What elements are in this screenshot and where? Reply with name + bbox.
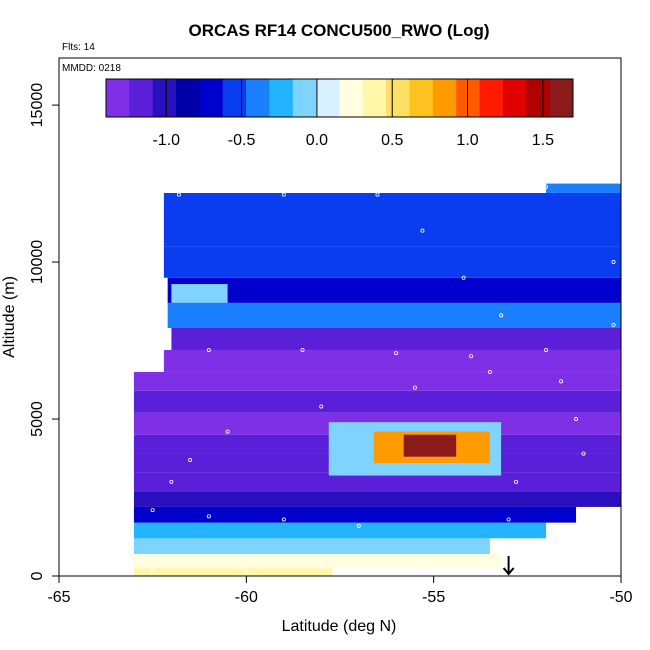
heatmap-layer <box>133 371 621 391</box>
heatmap-feature <box>171 284 228 303</box>
flights-note: Flts: 14 <box>62 42 95 53</box>
heatmap-layer <box>163 349 621 372</box>
flight-track-point <box>487 369 492 374</box>
colorbar-swatch <box>246 79 270 117</box>
chart-title: ORCAS RF14 CONCU500_RWO (Log) <box>189 21 490 40</box>
flight-track-point <box>225 429 230 434</box>
flight-track-point <box>281 192 286 197</box>
colorbar-swatch <box>362 79 387 117</box>
flight-track-point <box>394 351 399 356</box>
heatmap-layer <box>163 192 621 247</box>
flight-track-point <box>176 192 181 197</box>
colorbar-swatch <box>129 79 154 117</box>
flight-track-point <box>559 379 564 384</box>
colorbar-tick-label: -0.5 <box>228 132 256 149</box>
flight-track-point <box>420 228 425 233</box>
colorbar-swatch <box>526 79 551 117</box>
x-axis-label: Latitude (deg N) <box>282 618 397 635</box>
y-tick-label: 15000 <box>29 83 46 128</box>
flight-track-point <box>375 192 380 197</box>
flight-track-point <box>469 354 474 359</box>
colorbar-tick-label: 0.5 <box>381 132 403 149</box>
flight-track-point <box>514 479 519 484</box>
colorbar-tick-label: -1.0 <box>152 132 180 149</box>
flight-track-point <box>611 322 616 327</box>
colorbar-swatch <box>222 79 247 117</box>
colorbar-swatch <box>456 79 481 117</box>
flight-track-point <box>244 569 249 574</box>
colorbar-swatch <box>549 79 574 117</box>
colorbar-swatch <box>269 79 294 117</box>
y-axis-label: Altitude (m) <box>1 276 18 358</box>
heatmap-layer <box>133 538 490 555</box>
x-tick-label: -50 <box>609 589 632 606</box>
date-note: MMDD: 0218 <box>62 63 121 74</box>
y-tick-label: 5000 <box>29 401 46 437</box>
heatmap-layer <box>163 246 621 278</box>
flight-track-point <box>544 347 549 352</box>
colorbar-swatch <box>479 79 504 117</box>
heatmap-layer <box>171 327 621 350</box>
colorbar-swatch <box>152 79 177 117</box>
heatmap-layer <box>133 472 621 492</box>
colorbar-frame <box>105 78 574 118</box>
flight-track-point <box>300 347 305 352</box>
colorbar-swatch <box>339 79 364 117</box>
colorbar-swatch <box>176 79 200 117</box>
flight-track-point <box>319 561 324 566</box>
y-tick-label: 10000 <box>29 240 46 285</box>
arrow-head <box>502 567 515 576</box>
x-axis: -65 -60 -55 -50 <box>47 575 633 606</box>
heatmap-layer <box>133 554 502 569</box>
flight-track-point <box>506 517 511 522</box>
flight-track-point <box>611 260 616 265</box>
flight-track-point <box>544 184 549 189</box>
heatmap-layer <box>167 302 622 328</box>
heatmap-layer <box>167 277 622 303</box>
flight-track-point <box>581 451 586 456</box>
flight-track-point <box>188 457 193 462</box>
flight-track-point <box>356 523 361 528</box>
flight-track-point <box>461 275 466 280</box>
location-arrow <box>502 556 515 576</box>
colorbar-swatch <box>199 79 224 117</box>
x-tick-label: -65 <box>47 589 70 606</box>
colorbar-swatch <box>502 79 527 117</box>
colorbar-swatch <box>386 79 411 117</box>
flight-track-point <box>574 417 579 422</box>
heatmap-layer <box>133 522 547 539</box>
plot-area <box>133 183 622 576</box>
colorbar-swatch <box>432 79 457 117</box>
colorbar-swatch <box>316 79 340 117</box>
flight-track-point <box>169 479 174 484</box>
y-tick-label: 0 <box>29 571 46 580</box>
colorbar-swatch <box>106 79 130 117</box>
y-axis: 0 5000 10000 15000 <box>29 83 59 580</box>
flight-track-point <box>150 567 155 572</box>
flight-track-point <box>281 517 286 522</box>
flight-track-point <box>206 514 211 519</box>
flight-track-point <box>150 508 155 513</box>
flight-track-point <box>206 347 211 352</box>
heatmap-layer <box>133 491 621 507</box>
heatmap-layer <box>133 568 333 576</box>
x-tick-label: -60 <box>235 589 258 606</box>
heatmap-layer <box>133 506 577 523</box>
flight-track-point <box>319 404 324 409</box>
flight-track-point <box>412 385 417 390</box>
flight-track-point <box>424 560 429 565</box>
colorbar-tick-label: 0.0 <box>306 132 328 149</box>
colorbar-tick-label: 1.5 <box>532 132 554 149</box>
colorbar-swatch <box>409 79 434 117</box>
heatmap-layer <box>133 390 621 413</box>
heatmap-layer <box>546 183 621 193</box>
colorbar-tick-label: 1.0 <box>456 132 478 149</box>
flight-track-point <box>499 313 504 318</box>
x-tick-label: -55 <box>422 589 445 606</box>
colorbar-swatch <box>292 79 317 117</box>
heatmap-feature <box>403 434 457 457</box>
flight-track-point <box>487 559 492 564</box>
colorbar: -1.0 -0.5 0.0 0.5 1.0 1.5 <box>105 78 574 149</box>
